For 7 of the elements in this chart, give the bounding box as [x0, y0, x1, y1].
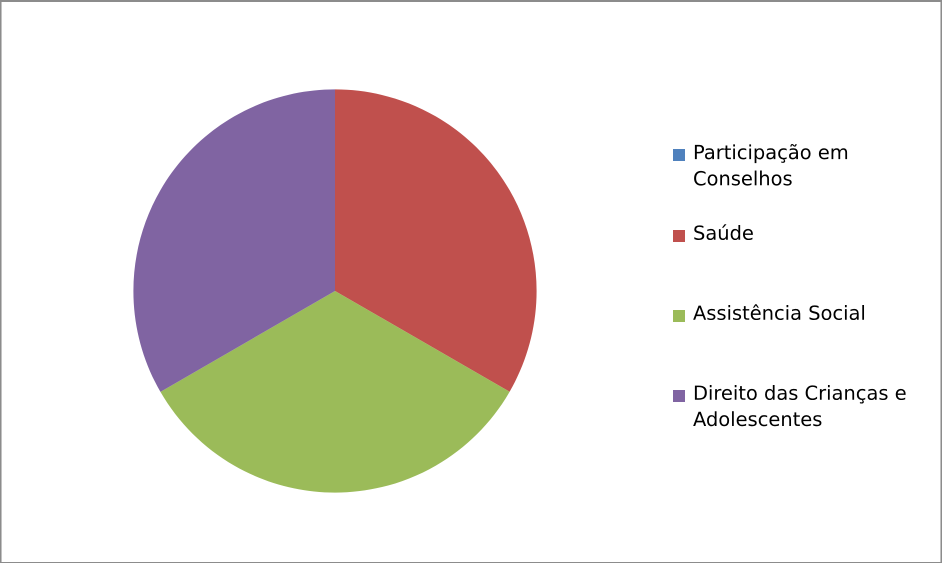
legend-label: Assistência Social [693, 304, 864, 320]
legend-label: Participação em Conselhos [694, 144, 848, 186]
pie-slice [160, 291, 510, 493]
pie-slice [133, 89, 335, 392]
legend-label: Direito das Crianças e Adolescentes [693, 385, 906, 426]
pie-slice [335, 89, 537, 392]
legend-label: Saúde [694, 224, 753, 240]
